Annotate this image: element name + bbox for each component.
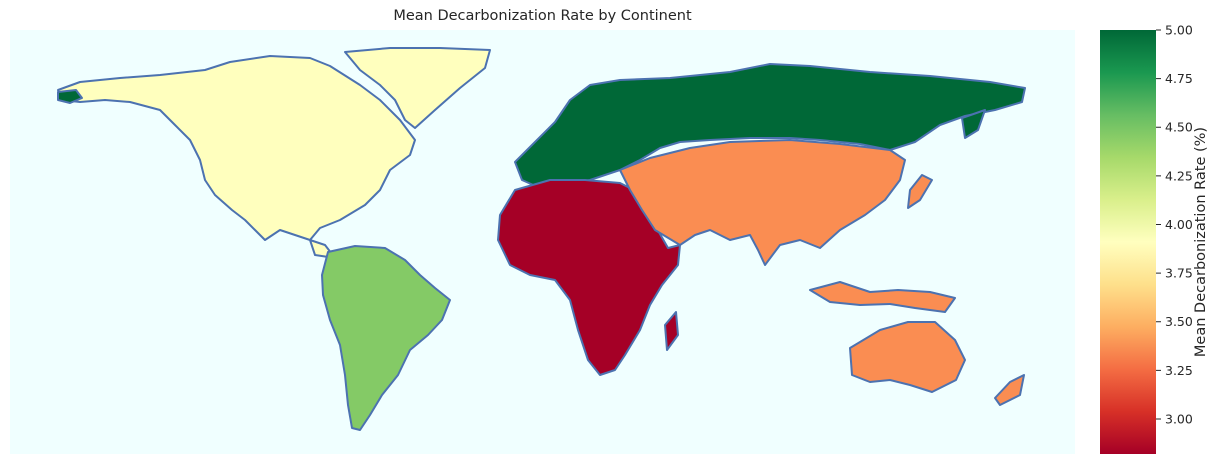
colorbar-tick-label: 3.00	[1165, 411, 1193, 426]
colorbar: 3.00 3.25 3.50 3.75 4.00 4.25 4.50 4.75 5.00	[1100, 23, 1193, 454]
colorbar-gradient	[1100, 30, 1156, 454]
region-africa	[497, 179, 681, 376]
region-japan	[907, 174, 933, 209]
region-greenland	[344, 47, 491, 129]
colorbar-tick-label: 4.75	[1165, 71, 1193, 86]
region-south-america	[321, 245, 451, 431]
region-madagascar	[664, 311, 679, 351]
region-asia	[619, 139, 906, 266]
world-map	[10, 30, 1075, 454]
colorbar-tick-label: 5.00	[1165, 23, 1193, 38]
colorbar-tick-label: 3.50	[1165, 314, 1193, 329]
colorbar-tick-label: 3.25	[1165, 363, 1193, 378]
chart-title: Mean Decarbonization Rate by Continent	[393, 8, 692, 24]
colorbar-tick-label: 3.75	[1165, 266, 1193, 281]
colorbar-tick-label: 4.00	[1165, 217, 1193, 232]
region-oceania	[849, 321, 966, 393]
colorbar-tick-label: 4.50	[1165, 120, 1193, 135]
region-north-america	[57, 55, 416, 259]
region-new-zealand	[994, 374, 1025, 406]
colorbar-tick-label: 4.25	[1165, 168, 1193, 183]
region-alaska-tip	[57, 89, 83, 104]
region-southeast-asia-islands	[809, 281, 956, 313]
region-kamchatka	[961, 109, 986, 139]
colorbar-label: Mean Decarbonization Rate (%)	[1193, 126, 1209, 358]
